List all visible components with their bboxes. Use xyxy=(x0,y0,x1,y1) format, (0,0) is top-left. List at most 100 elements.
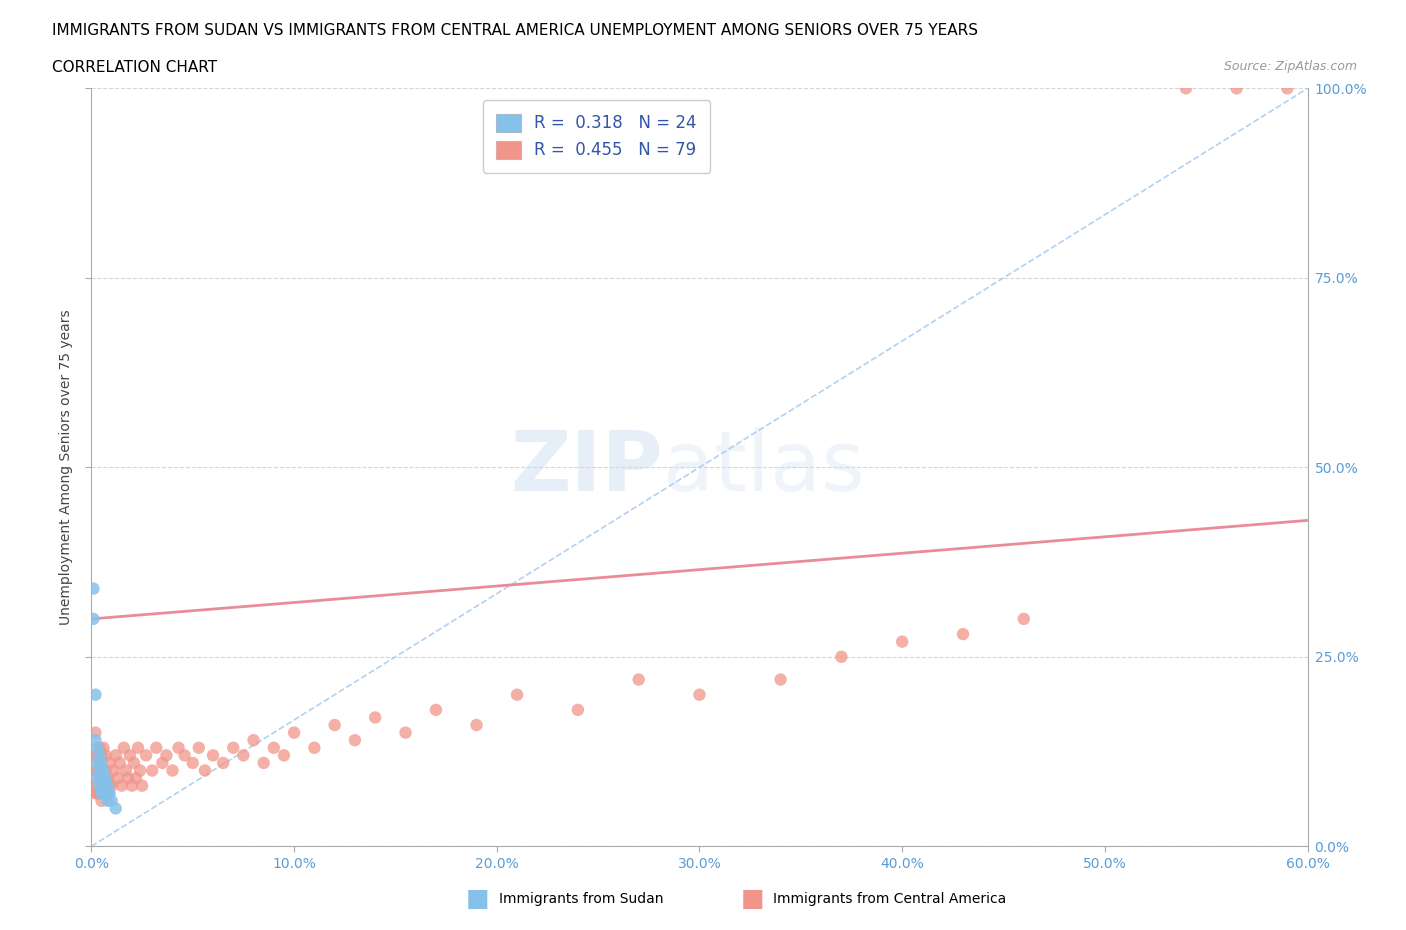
Point xyxy=(425,702,447,717)
Point xyxy=(86,740,108,755)
Point xyxy=(112,740,135,755)
Point xyxy=(127,740,149,755)
Point xyxy=(253,755,276,770)
Point xyxy=(82,748,104,763)
Point xyxy=(84,725,107,740)
Point xyxy=(173,748,195,763)
Point xyxy=(86,763,108,777)
Point xyxy=(89,748,111,763)
Point xyxy=(129,763,152,777)
Text: IMMIGRANTS FROM SUDAN VS IMMIGRANTS FROM CENTRAL AMERICA UNEMPLOYMENT AMONG SENI: IMMIGRANTS FROM SUDAN VS IMMIGRANTS FROM… xyxy=(52,23,979,38)
Text: atlas: atlas xyxy=(664,427,865,508)
Point xyxy=(323,718,346,733)
Point xyxy=(98,778,121,793)
Point xyxy=(1277,81,1299,96)
Point xyxy=(202,748,225,763)
Point xyxy=(283,725,305,740)
Point xyxy=(97,786,120,801)
Point xyxy=(1226,81,1249,96)
Point xyxy=(121,778,143,793)
Point xyxy=(150,755,173,770)
Point xyxy=(194,763,217,777)
Point xyxy=(97,778,120,793)
Point xyxy=(97,786,120,801)
Point xyxy=(90,755,112,770)
Point xyxy=(125,771,148,786)
Point xyxy=(212,755,235,770)
Point xyxy=(242,733,264,748)
Point xyxy=(104,748,127,763)
Point xyxy=(82,778,104,793)
Text: Immigrants from Central America: Immigrants from Central America xyxy=(773,892,1007,907)
Text: ■: ■ xyxy=(741,887,763,911)
Point xyxy=(115,763,138,777)
Point xyxy=(84,687,107,702)
Point xyxy=(94,763,117,777)
Point xyxy=(89,771,111,786)
Y-axis label: Unemployment Among Seniors over 75 years: Unemployment Among Seniors over 75 years xyxy=(59,310,73,625)
Point xyxy=(273,748,295,763)
Point xyxy=(97,793,120,808)
Point xyxy=(89,763,111,777)
Point xyxy=(98,786,121,801)
Point xyxy=(94,778,117,793)
Text: ■: ■ xyxy=(467,887,489,911)
Point xyxy=(108,755,131,770)
Point xyxy=(263,740,285,755)
Point xyxy=(107,771,129,786)
Point xyxy=(122,755,145,770)
Point xyxy=(688,687,710,702)
Point xyxy=(82,581,104,596)
Point xyxy=(98,755,121,770)
Point xyxy=(117,771,139,786)
Point xyxy=(93,763,115,777)
Point xyxy=(304,740,326,755)
Point xyxy=(187,740,209,755)
Text: ZIP: ZIP xyxy=(510,427,664,508)
Point xyxy=(167,740,190,755)
Point xyxy=(90,778,112,793)
Point xyxy=(118,748,141,763)
Point xyxy=(769,672,792,687)
Point xyxy=(93,778,115,793)
Point xyxy=(111,778,134,793)
Text: Immigrants from Sudan: Immigrants from Sudan xyxy=(499,892,664,907)
Point xyxy=(86,748,108,763)
Point xyxy=(627,672,650,687)
Point xyxy=(162,763,184,777)
Point xyxy=(506,687,529,702)
Point xyxy=(86,755,108,770)
Point xyxy=(89,778,111,793)
Point xyxy=(93,771,115,786)
Point xyxy=(86,778,108,793)
Point xyxy=(82,612,104,627)
Point xyxy=(89,786,111,801)
Point xyxy=(84,786,107,801)
Point xyxy=(364,710,387,724)
Point xyxy=(90,793,112,808)
Point xyxy=(93,740,115,755)
Point xyxy=(93,786,115,801)
Point xyxy=(830,649,852,664)
Point xyxy=(94,748,117,763)
Point xyxy=(952,627,974,642)
Point xyxy=(93,786,115,801)
Point xyxy=(343,733,366,748)
Point xyxy=(891,634,914,649)
Point xyxy=(100,793,122,808)
Point xyxy=(145,740,167,755)
Point xyxy=(90,748,112,763)
Point xyxy=(155,748,177,763)
Point xyxy=(84,763,107,777)
Point xyxy=(222,740,245,755)
Point xyxy=(141,763,163,777)
Text: Source: ZipAtlas.com: Source: ZipAtlas.com xyxy=(1223,60,1357,73)
Point xyxy=(84,733,107,748)
Point xyxy=(86,786,108,801)
Point xyxy=(1012,612,1035,627)
Point xyxy=(394,725,416,740)
Text: CORRELATION CHART: CORRELATION CHART xyxy=(52,60,217,75)
Legend: R =  0.318   N = 24, R =  0.455   N = 79: R = 0.318 N = 24, R = 0.455 N = 79 xyxy=(482,100,710,173)
Point xyxy=(232,748,254,763)
Point xyxy=(90,786,112,801)
